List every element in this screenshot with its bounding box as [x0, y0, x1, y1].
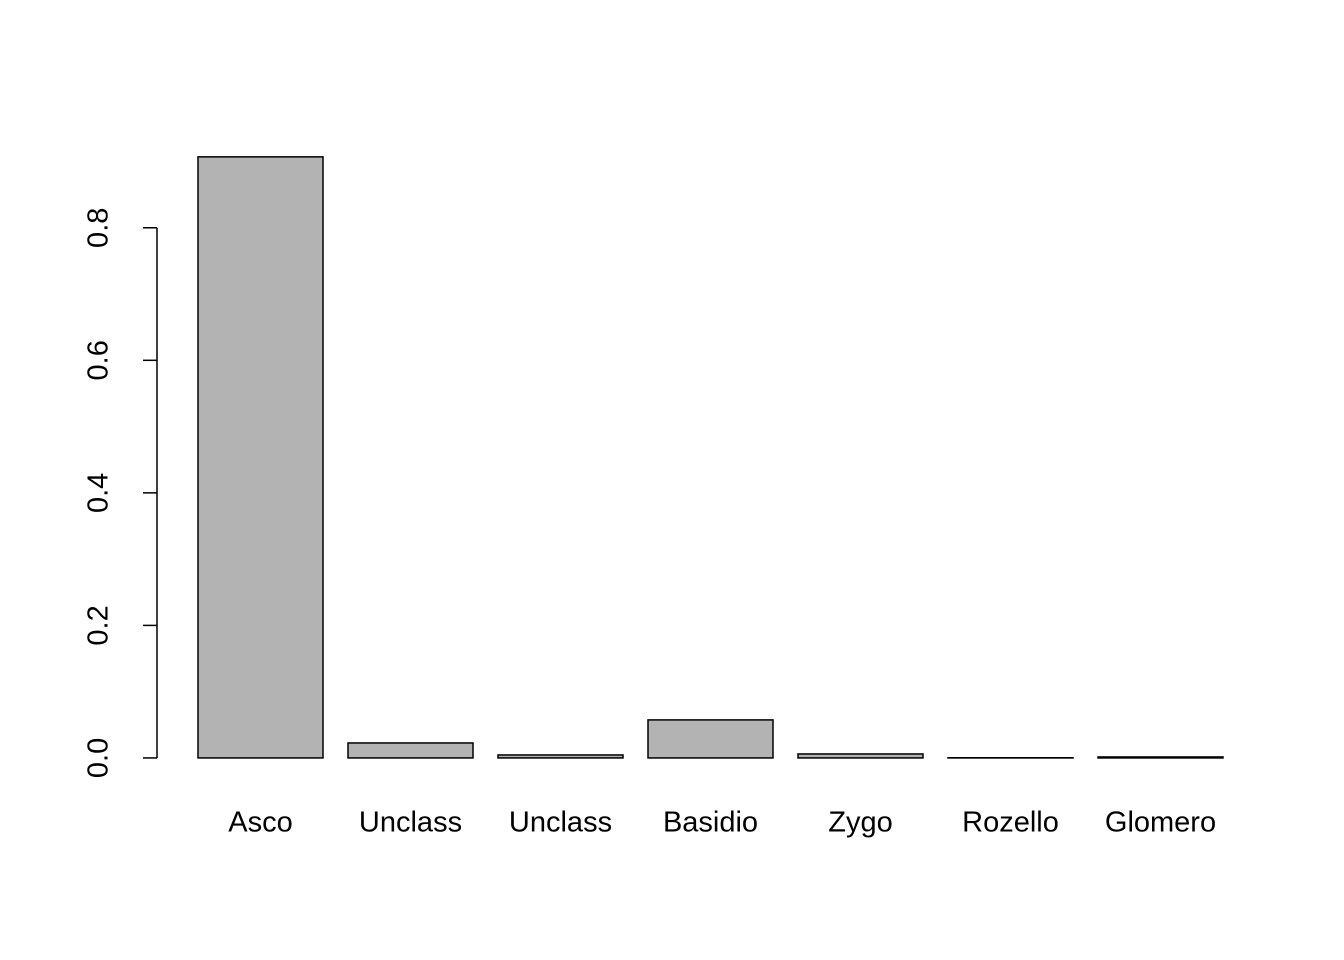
x-tick-label: Unclass: [359, 807, 462, 839]
x-tick-label: Basidio: [663, 807, 758, 839]
x-tick-label: Zygo: [828, 807, 892, 839]
bar: [197, 156, 324, 759]
y-tick-label: 0.6: [83, 340, 115, 380]
y-tick-label: 0.0: [83, 738, 115, 778]
x-tick-label: Rozello: [962, 807, 1059, 839]
y-tick-label: 0.2: [83, 605, 115, 645]
bar: [797, 753, 924, 759]
bar: [647, 719, 774, 759]
bar: [497, 754, 624, 759]
x-tick-label: Unclass: [509, 807, 612, 839]
bar: [1097, 756, 1224, 759]
x-tick-label: Asco: [228, 807, 292, 839]
bar: [347, 742, 474, 759]
y-tick-label: 0.8: [83, 208, 115, 248]
y-tick-label: 0.4: [83, 473, 115, 513]
x-tick-label: Glomero: [1105, 807, 1216, 839]
